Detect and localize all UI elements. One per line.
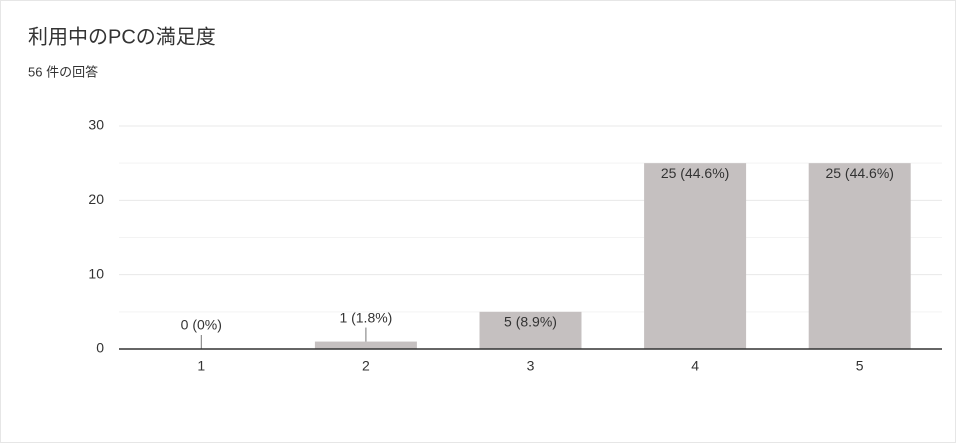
x-tick-label: 2 xyxy=(362,358,370,374)
x-tick-label: 5 xyxy=(856,358,864,374)
chart-title: 利用中のPCの満足度 xyxy=(28,25,216,48)
y-tick-label: 30 xyxy=(88,117,104,133)
y-tick-label: 20 xyxy=(88,191,104,207)
value-label: 1 (1.8%) xyxy=(339,309,392,325)
bar xyxy=(644,163,747,349)
bar xyxy=(314,341,417,349)
y-tick-label: 0 xyxy=(96,340,104,356)
bar xyxy=(479,311,582,349)
x-tick-label: 1 xyxy=(197,358,205,374)
value-label: 5 (8.9%) xyxy=(504,314,557,330)
chart-subtitle: 56 件の回答 xyxy=(28,64,98,79)
bar xyxy=(808,163,911,349)
value-label: 0 (0%) xyxy=(181,317,222,333)
value-label: 25 (44.6%) xyxy=(661,165,729,181)
x-tick-label: 3 xyxy=(527,358,535,374)
y-tick-label: 10 xyxy=(88,265,104,281)
value-label: 25 (44.6%) xyxy=(825,165,893,181)
x-tick-label: 4 xyxy=(691,358,699,374)
